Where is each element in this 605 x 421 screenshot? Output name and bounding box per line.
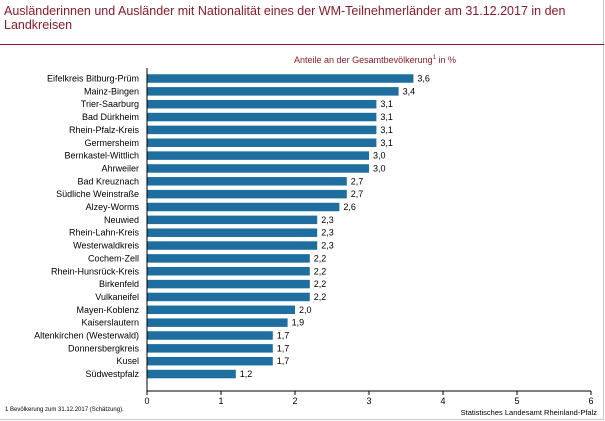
- bar: [147, 292, 310, 302]
- bar: [147, 138, 377, 147]
- category-label: Kaiserslautern: [81, 318, 139, 328]
- value-label: 2,3: [321, 215, 334, 225]
- bar: [147, 87, 399, 96]
- bar: [147, 344, 273, 353]
- bar: [147, 189, 347, 199]
- chart-subtitle: Anteile an der Gesamtbevölkerung1 in %: [150, 55, 456, 65]
- bar: [147, 254, 310, 263]
- chart-title: Ausländerinnen und Ausländer mit Nationa…: [4, 4, 566, 32]
- bar: [147, 279, 310, 289]
- subtitle-text: Anteile an der Gesamtbevölkerung: [294, 55, 433, 65]
- x-tick-label: 5: [514, 396, 519, 406]
- value-label: 3,1: [380, 99, 393, 109]
- value-label: 3,1: [380, 125, 393, 135]
- bar: [147, 369, 236, 379]
- x-tick-label: 2: [292, 396, 297, 406]
- category-label: Bernkastel-Wittlich: [64, 151, 139, 161]
- category-label: Germersheim: [84, 138, 139, 148]
- bar: [147, 112, 377, 122]
- bar: [147, 356, 273, 366]
- category-label: Birkenfeld: [99, 279, 139, 289]
- value-label: 2,6: [343, 202, 356, 212]
- category-label: Ahrweiler: [101, 163, 139, 173]
- category-label: Neuwied: [104, 215, 139, 225]
- category-label: Westerwaldkreis: [73, 241, 139, 251]
- value-label: 2,2: [314, 292, 327, 302]
- category-label: Vulkaneifel: [95, 292, 139, 302]
- category-label: Donnersbergkreis: [68, 343, 140, 353]
- value-label: 1,2: [240, 369, 253, 379]
- value-label: 2,3: [321, 241, 334, 251]
- category-label: Alzey-Worms: [86, 202, 140, 212]
- category-label: Bad Dürkheim: [82, 112, 139, 122]
- value-label: 3,0: [373, 163, 386, 173]
- value-label: 3,4: [403, 86, 416, 96]
- title-divider: [0, 44, 604, 45]
- x-tick-label: 6: [588, 396, 593, 406]
- category-label: Bad Kreuznach: [77, 176, 139, 186]
- value-label: 3,0: [373, 151, 386, 161]
- category-label: Rhein-Hunsrück-Kreis: [51, 266, 140, 276]
- value-label: 2,7: [351, 189, 364, 199]
- bar: [147, 331, 273, 340]
- x-tick-label: 1: [218, 396, 223, 406]
- bar: [147, 125, 377, 135]
- x-tick-label: 0: [144, 396, 149, 406]
- bar: [147, 99, 377, 109]
- value-label: 3,1: [380, 138, 393, 148]
- value-label: 2,2: [314, 266, 327, 276]
- bar: [147, 228, 318, 237]
- bar: [147, 215, 318, 225]
- bar: [147, 305, 295, 315]
- bar: [147, 267, 310, 276]
- bar: [147, 151, 369, 160]
- bar: [147, 318, 288, 327]
- category-label: Cochem-Zell: [88, 253, 139, 263]
- subtitle-unit: in %: [438, 55, 456, 65]
- bar: [147, 164, 369, 173]
- value-label: 2,7: [351, 176, 364, 186]
- value-label: 1,7: [277, 356, 290, 366]
- footnote: 1 Bevölkerung zum 31.12.2017 (Schätzung)…: [5, 407, 124, 413]
- category-label: Mayen-Koblenz: [76, 305, 139, 315]
- value-label: 2,3: [321, 228, 334, 238]
- category-label: Eifelkreis Bitburg-Prüm: [47, 74, 139, 84]
- bar: [147, 241, 318, 250]
- source-note: Statistisches Landesamt Rheinland-Pfalz: [460, 408, 597, 417]
- category-label: Mainz-Bingen: [84, 86, 139, 96]
- category-label: Altenkirchen (Westerwald): [34, 331, 139, 341]
- category-label: Kusel: [116, 356, 139, 366]
- value-label: 2,2: [314, 279, 327, 289]
- category-label: Rhein-Pfalz-Kreis: [69, 125, 140, 135]
- value-label: 2,0: [299, 305, 312, 315]
- value-label: 1,7: [277, 331, 290, 341]
- bar: [147, 202, 340, 212]
- category-label: Südwestpfalz: [85, 369, 139, 379]
- bar: [147, 177, 347, 186]
- category-label: Rhein-Lahn-Kreis: [69, 228, 140, 238]
- value-label: 3,6: [417, 74, 430, 84]
- value-label: 2,2: [314, 253, 327, 263]
- subtitle-footnote-mark: 1: [432, 55, 436, 61]
- value-label: 1,9: [292, 318, 305, 328]
- value-label: 3,1: [380, 112, 393, 122]
- category-label: Südliche Weinstraße: [56, 189, 139, 199]
- category-label: Trier-Saarburg: [81, 99, 139, 109]
- x-tick-label: 3: [366, 396, 371, 406]
- bar: [147, 74, 414, 83]
- value-label: 1,7: [277, 343, 290, 353]
- x-tick-label: 4: [440, 396, 445, 406]
